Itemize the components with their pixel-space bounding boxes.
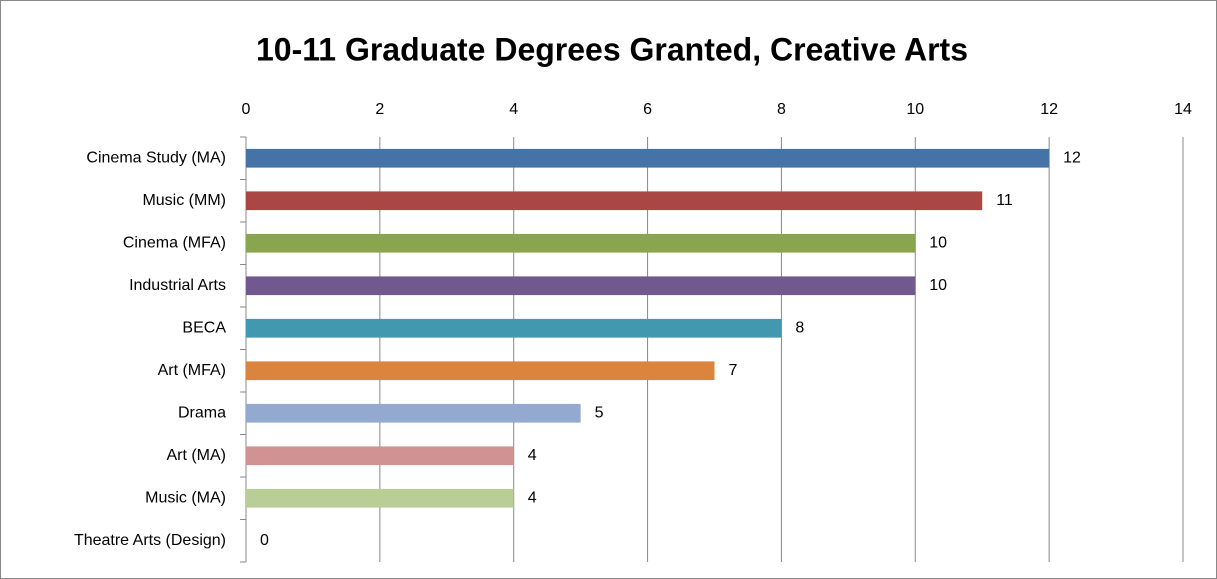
data-label: 5 [595,404,604,421]
x-tick-label: 14 [1174,101,1192,118]
bar [246,361,715,381]
y-tick-label: Art (MA) [166,447,226,464]
x-tick-label: 4 [509,101,518,118]
bar [246,276,916,296]
x-tick-label: 6 [643,101,652,118]
data-label: 11 [996,192,1013,209]
data-label: 4 [528,447,537,464]
y-tick-label: Music (MA) [145,489,226,506]
data-label: 10 [929,277,947,294]
bar [246,148,1050,168]
y-tick-label: BECA [182,319,226,336]
data-label: 8 [795,319,804,336]
x-tick-label: 10 [906,101,924,118]
bar [246,446,514,466]
y-tick-label: Cinema (MFA) [123,234,226,251]
x-tick-label: 0 [242,101,251,118]
data-label: 4 [528,489,537,506]
bar [246,191,983,211]
y-tick-label: Art (MFA) [158,362,226,379]
y-tick-label: Drama [178,404,226,421]
y-tick-label: Cinema Study (MA) [86,149,226,166]
x-tick-label: 8 [777,101,786,118]
x-tick-label: 2 [375,101,384,118]
y-tick-label: Music (MM) [142,192,226,209]
bar [246,403,581,423]
y-tick-label: Theatre Arts (Design) [74,532,226,549]
data-label: 12 [1063,149,1081,166]
chart-title: 10-11 Graduate Degrees Granted, Creative… [256,31,968,67]
y-tick-label: Industrial Arts [129,277,226,294]
data-label: 7 [729,362,738,379]
data-label: 10 [929,234,947,251]
x-tick-label: 12 [1040,101,1058,118]
bar [246,488,514,508]
bar [246,233,916,253]
data-label: 0 [260,532,269,549]
bar [246,318,782,338]
